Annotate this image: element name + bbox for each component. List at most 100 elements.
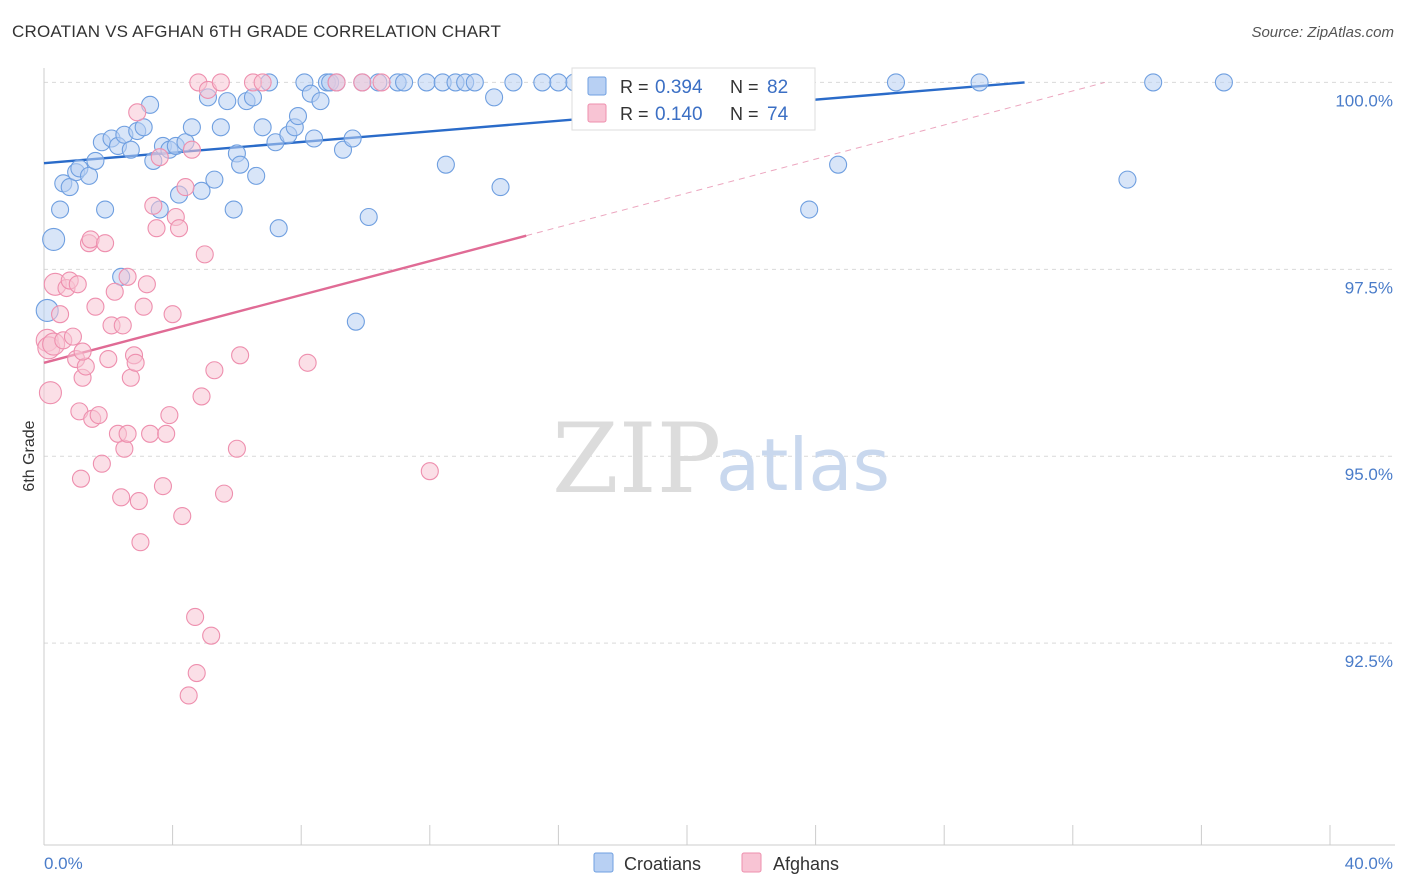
point-afghans: [169, 219, 189, 238]
legend-r-label-2: R =: [620, 104, 649, 124]
point-afghans: [186, 607, 205, 627]
point-croatians: [247, 166, 266, 185]
point-croatians: [231, 155, 250, 174]
legend-frame: [571, 67, 816, 131]
point-afghans: [137, 275, 156, 294]
point-afghans: [372, 73, 391, 92]
point-afghans: [157, 424, 176, 443]
y-axis-label: 6th Grade: [21, 420, 38, 491]
point-croatians: [305, 129, 324, 148]
point-afghans: [99, 349, 118, 369]
point-afghans: [126, 353, 145, 372]
point-afghans: [115, 439, 134, 458]
y-tick-label: 97.5%: [1345, 278, 1393, 297]
point-croatians: [224, 200, 243, 219]
point-croatians: [417, 73, 436, 92]
legend-n-value-2: 74: [767, 104, 789, 125]
y-tick-labels: 100.0% 97.5% 95.0% 92.5%: [1335, 91, 1393, 671]
point-afghans: [86, 297, 105, 316]
point-afghans: [420, 462, 439, 481]
point-afghans: [105, 282, 124, 301]
point-croatians: [134, 118, 153, 137]
point-croatians: [346, 312, 365, 331]
point-afghans: [176, 178, 195, 197]
point-afghans: [112, 488, 131, 507]
point-croatians: [800, 200, 819, 219]
point-afghans: [150, 148, 169, 167]
x-tick-label-min: 0.0%: [44, 854, 83, 873]
point-croatians: [1118, 170, 1137, 189]
point-croatians: [485, 88, 504, 107]
point-afghans: [298, 353, 317, 372]
legend-swatch-croatians: [587, 76, 607, 96]
point-afghans: [163, 305, 182, 324]
point-croatians: [436, 155, 455, 174]
point-croatians: [288, 107, 308, 126]
legend-swatch-afghans-bottom: [741, 852, 762, 873]
point-afghans: [76, 357, 95, 376]
point-croatians: [970, 73, 989, 92]
point-croatians: [253, 118, 272, 137]
point-afghans: [141, 424, 160, 443]
y-tick-label: 100.0%: [1335, 91, 1393, 110]
point-afghans: [192, 387, 211, 406]
point-afghans: [129, 492, 148, 511]
axes: [43, 68, 1395, 846]
legend-swatch-afghans: [587, 103, 607, 123]
point-afghans: [187, 663, 206, 683]
trend-lines: [43, 81, 1106, 364]
point-croatians: [343, 129, 362, 148]
point-croatians: [533, 73, 552, 92]
point-afghans: [96, 234, 115, 253]
watermark: ZIP atlas: [552, 403, 890, 515]
chart-title: CROATIAN VS AFGHAN 6TH GRADE CORRELATION…: [12, 22, 502, 41]
point-croatians: [311, 92, 330, 111]
point-afghans: [128, 103, 147, 122]
point-afghans: [179, 686, 198, 705]
point-croatians: [96, 200, 115, 219]
watermark-atlas: atlas: [716, 423, 890, 507]
trend-line-croatians: [43, 81, 1025, 165]
point-afghans: [71, 469, 91, 488]
point-croatians: [79, 166, 99, 185]
point-afghans: [160, 406, 179, 425]
point-afghans: [214, 484, 234, 503]
point-croatians: [1214, 73, 1233, 92]
point-afghans: [73, 342, 92, 361]
series-legend: Croatians Afghans: [593, 852, 839, 874]
point-afghans: [51, 305, 70, 324]
point-afghans: [134, 297, 153, 316]
point-croatians: [269, 219, 288, 238]
data-points: [35, 73, 1233, 705]
point-afghans: [253, 73, 272, 92]
point-croatians: [121, 140, 140, 159]
point-afghans: [211, 73, 230, 92]
point-croatians: [465, 73, 484, 92]
point-afghans: [327, 73, 346, 92]
point-afghans: [147, 219, 166, 238]
point-afghans: [182, 140, 201, 159]
legend-r-value-2: 0.140: [655, 104, 703, 125]
point-afghans: [89, 406, 108, 425]
legend-swatch-croatians-bottom: [593, 852, 614, 873]
point-afghans: [173, 506, 192, 526]
point-afghans: [121, 368, 140, 387]
point-afghans: [153, 477, 173, 496]
point-afghans: [38, 381, 62, 405]
point-croatians: [218, 92, 237, 111]
legend-n-value-1: 82: [767, 77, 788, 98]
y-tick-label: 95.0%: [1345, 465, 1393, 484]
point-croatians: [51, 200, 70, 219]
point-croatians: [549, 73, 568, 92]
point-croatians: [886, 73, 906, 92]
point-croatians: [211, 118, 230, 137]
point-croatians: [491, 178, 510, 197]
legend-n-label-1: N =: [730, 77, 759, 97]
point-afghans: [144, 196, 163, 215]
legend-r-value-1: 0.394: [655, 77, 703, 98]
point-afghans: [118, 267, 137, 286]
point-afghans: [202, 626, 221, 645]
x-tick-label-max: 40.0%: [1345, 854, 1393, 873]
point-croatians: [504, 73, 523, 92]
point-afghans: [118, 424, 137, 443]
